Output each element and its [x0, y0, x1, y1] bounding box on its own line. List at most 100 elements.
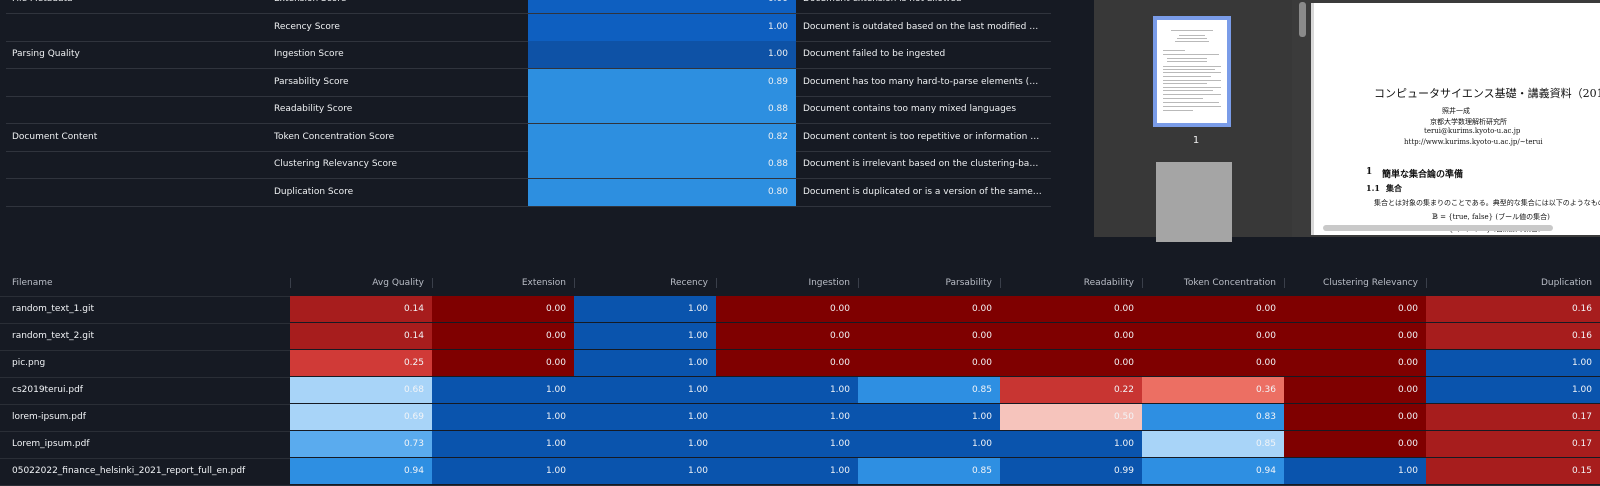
page-horizontal-scrollbar[interactable]	[1323, 225, 1553, 231]
score-description: Document failed to be ingested	[803, 49, 946, 59]
score-category	[12, 69, 262, 96]
score-value-text: 0.88	[767, 159, 788, 169]
score-cell: 0.15	[1426, 458, 1600, 484]
score-cell: 0.00	[858, 323, 1000, 349]
score-cell: 1.00	[716, 404, 858, 430]
score-table-row: Parsing Quality Ingestion Score 1.00 Docume…	[6, 41, 1051, 69]
column-header-ingestion[interactable]: Ingestion	[716, 270, 858, 296]
score-cell: 1.00	[432, 377, 574, 403]
score-metric: Readability Score	[274, 104, 353, 114]
score-value-text: 0.00	[768, 0, 796, 4]
score-cell: 1.00	[858, 431, 1000, 457]
grid-row[interactable]: 05022022_finance_helsinki_2021_report_fu…	[0, 458, 1600, 486]
score-value-text: 0.89	[767, 76, 788, 87]
score-cell: 0.00	[858, 296, 1000, 322]
grid-row[interactable]: pic.png 0.25 0.00 1.00 0.00 0.00 0.00 0.00 0.00 1…	[0, 350, 1600, 378]
score-cell: 0.50	[1000, 404, 1142, 430]
score-cell: 1.00	[432, 431, 574, 457]
filename-cell: 05022022_finance_helsinki_2021_report_fu…	[12, 466, 246, 476]
filename-cell: Lorem_ipsum.pdf	[12, 439, 90, 449]
score-cell: 0.85	[1142, 431, 1284, 457]
score-cell: 0.16	[1426, 296, 1600, 322]
score-metric: Parsability Score	[274, 76, 349, 87]
column-header-readability[interactable]: Readability	[1000, 270, 1142, 296]
pdf-email: terui@kurims.kyoto-u.ac.jp	[1424, 127, 1521, 135]
score-cell: 0.00	[1000, 350, 1142, 376]
score-cell: 0.83	[1142, 404, 1284, 430]
score-cell: 1.00	[432, 458, 574, 484]
grid-row[interactable]: random_text_1.git 0.14 0.00 1.00 0.00 0.00 0.0…	[0, 296, 1600, 324]
score-cell: 1.00	[1000, 431, 1142, 457]
score-cell: 1.00	[574, 323, 716, 349]
column-header-avg-quality[interactable]: Avg Quality	[290, 270, 432, 296]
score-cell: 1.00	[574, 458, 716, 484]
column-header-token-concentration[interactable]: Token Concentration	[1142, 270, 1284, 296]
score-metric: Recency Score	[274, 21, 340, 32]
score-cell: 0.69	[290, 404, 432, 430]
filename-cell: random_text_1.git	[12, 304, 94, 314]
pdf-url: http://www.kurims.kyoto-u.ac.jp/~terui	[1404, 138, 1543, 146]
score-description: Document is outdated based on the last m…	[803, 21, 1043, 32]
score-category	[12, 151, 262, 178]
score-cell: 0.00	[1142, 350, 1284, 376]
score-metric: Extension Score	[274, 0, 514, 13]
pdf-title: コンピュータサイエンス基礎・講義資料（2019 年	[1374, 87, 1600, 100]
column-header-parsability[interactable]: Parsability	[858, 270, 1000, 296]
score-cell: 1.00	[574, 377, 716, 403]
score-cell: 0.00	[1284, 296, 1426, 322]
grid-row[interactable]: Lorem_ipsum.pdf 0.73 1.00 1.00 1.00 1.00 1.00 0…	[0, 431, 1600, 459]
score-value: 0.80	[528, 178, 796, 206]
pdf-subsection-number: 1.1	[1366, 183, 1380, 193]
score-value: 1.00	[528, 41, 796, 68]
score-cell: 0.99	[1000, 458, 1142, 484]
score-cell: 1.00	[574, 431, 716, 457]
page-thumbnail-2[interactable]	[1156, 162, 1232, 242]
score-value-text: 1.00	[767, 49, 788, 59]
score-value-text: 1.00	[767, 21, 788, 32]
score-cell: 0.25	[290, 350, 432, 376]
column-header-filename[interactable]: Filename	[12, 278, 53, 288]
column-header-clustering-relevancy[interactable]: Clustering Relevancy	[1284, 270, 1426, 296]
score-cell: 1.00	[574, 404, 716, 430]
filename-cell: lorem-ipsum.pdf	[12, 412, 86, 422]
score-cell: 0.00	[1000, 323, 1142, 349]
score-table-row: Document Content Token Concentration Scor…	[6, 123, 1051, 152]
score-metric: Ingestion Score	[274, 49, 344, 59]
score-cell: 0.14	[290, 323, 432, 349]
grid-row[interactable]: random_text_2.git 0.14 0.00 1.00 0.00 0.00 0.0…	[0, 323, 1600, 351]
score-description: Document is irrelevant based on the clus…	[803, 159, 1043, 169]
column-header-recency[interactable]: Recency	[574, 270, 716, 296]
score-cell: 1.00	[716, 377, 858, 403]
page-thumbnail-1[interactable]	[1153, 16, 1231, 127]
score-cell: 0.00	[716, 296, 858, 322]
column-header-duplication[interactable]: Duplication	[1426, 270, 1600, 296]
score-cell: 0.00	[1284, 404, 1426, 430]
pdf-formula-1: 𝔹 = {true, false} (ブール値の集合)	[1432, 213, 1550, 221]
score-value: 1.00	[528, 13, 796, 41]
thumbnail-pane[interactable]: 1	[1094, 0, 1292, 242]
grid-header: Filename Avg Quality Extension Recency Inges…	[0, 270, 1600, 297]
score-table-row: Duplication Score 0.80 Document is duplica…	[6, 178, 1051, 207]
score-cell: 0.00	[1284, 350, 1426, 376]
score-cell: 0.00	[858, 350, 1000, 376]
score-cell: 1.00	[1426, 377, 1600, 403]
score-cell: 0.00	[1284, 323, 1426, 349]
score-cell: 0.14	[290, 296, 432, 322]
score-table-row: Recency Score 1.00 Document is outdated ba…	[6, 13, 1051, 42]
score-cell: 0.85	[858, 377, 1000, 403]
grid-row[interactable]: cs2019terui.pdf 0.68 1.00 1.00 1.00 0.85 0.22 0…	[0, 377, 1600, 405]
pdf-viewer: 1 コンピュータサイエンス基礎・講義資料（2019 年 照井一成 京都大学数理解…	[1094, 0, 1600, 242]
grid-row[interactable]: lorem-ipsum.pdf 0.69 1.00 1.00 1.00 1.00 0.50 0…	[0, 404, 1600, 432]
pdf-page-view[interactable]: コンピュータサイエンス基礎・講義資料（2019 年 照井一成 京都大学数理解析研…	[1311, 3, 1600, 235]
score-value-text: 0.88	[767, 104, 788, 114]
score-category	[12, 14, 262, 41]
score-description: Document extension is not allowed	[803, 0, 1043, 13]
score-cell: 0.00	[432, 323, 574, 349]
score-cell: 0.22	[1000, 377, 1142, 403]
score-category: Parsing Quality	[12, 49, 80, 59]
thumbnail-scrollbar[interactable]	[1299, 2, 1306, 37]
score-cell: 1.00	[1284, 458, 1426, 484]
score-metric: Duplication Score	[274, 186, 354, 197]
score-cell: 0.17	[1426, 431, 1600, 457]
column-header-extension[interactable]: Extension	[432, 270, 574, 296]
